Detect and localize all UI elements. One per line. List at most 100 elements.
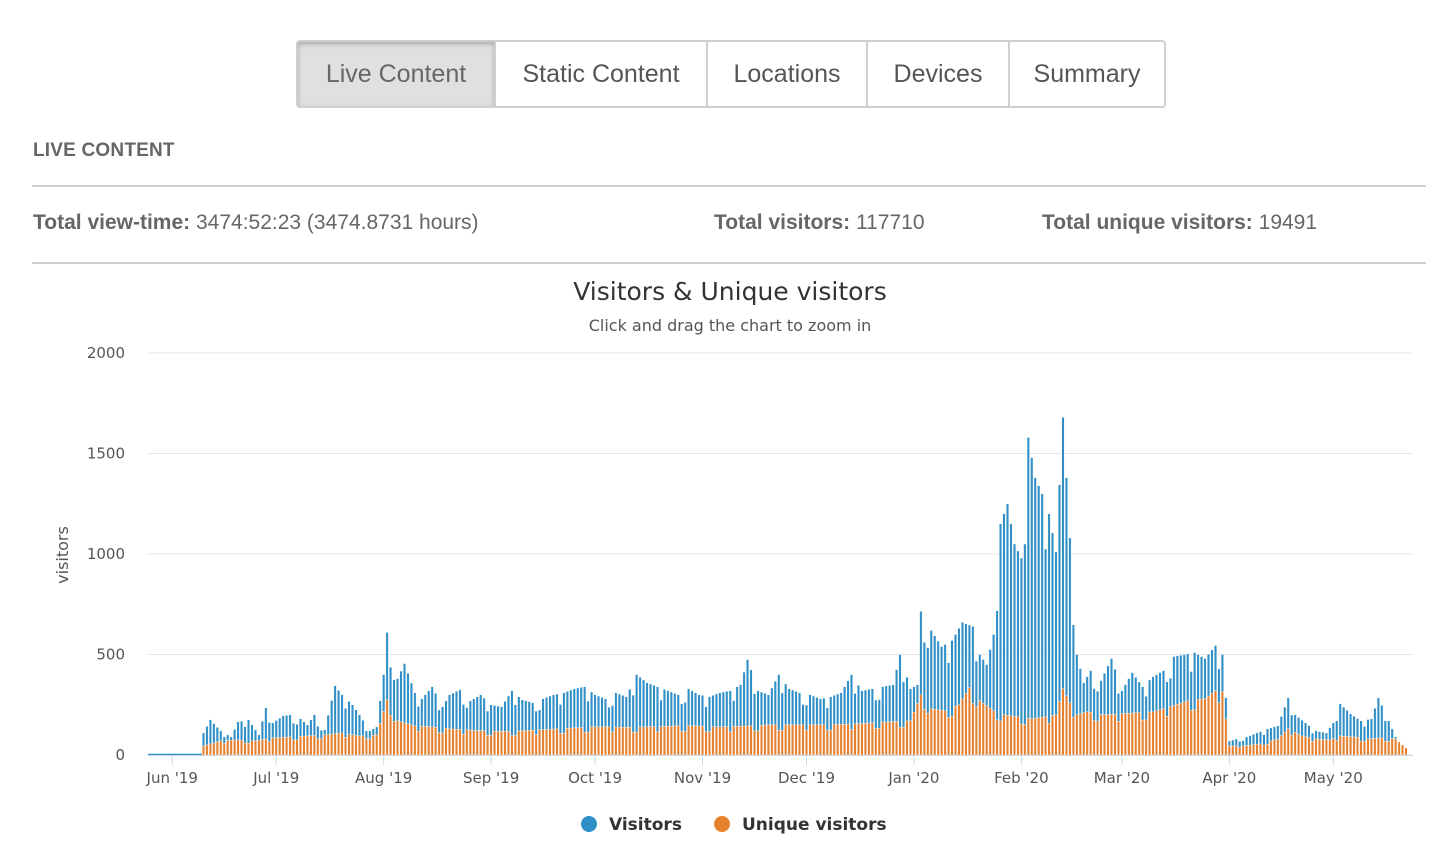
unique-visitors-bar bbox=[1033, 718, 1037, 756]
unique-visitors-bar bbox=[1207, 695, 1210, 756]
unique-visitors-bar bbox=[1193, 709, 1197, 756]
unique-visitors-bar bbox=[593, 726, 597, 756]
y-tick-label: 1000 bbox=[87, 545, 125, 563]
unique-visitors-bar bbox=[222, 743, 226, 756]
unique-visitors-bar bbox=[1331, 738, 1335, 756]
unique-visitors-bar bbox=[1064, 695, 1068, 756]
unique-visitors-bar bbox=[1030, 718, 1034, 756]
unique-visitors-bar bbox=[1227, 745, 1231, 756]
unique-visitors-bar bbox=[1061, 688, 1065, 756]
legend: Visitors Unique visitors bbox=[581, 815, 887, 835]
unique-visitors-bar bbox=[857, 723, 860, 756]
unique-visitors-bar bbox=[971, 703, 975, 756]
unique-visitors-bar bbox=[874, 728, 878, 756]
unique-visitors-bar bbox=[787, 724, 791, 756]
unique-visitors-bar bbox=[565, 728, 569, 756]
unique-visitors-bar bbox=[676, 725, 680, 756]
unique-visitors-bar bbox=[229, 740, 233, 756]
unique-visitors-bar bbox=[1369, 738, 1373, 756]
unique-visitors-bar bbox=[770, 724, 774, 756]
unique-visitors-bar bbox=[420, 726, 424, 756]
legend-item-visitors[interactable]: Visitors bbox=[581, 815, 682, 835]
unique-visitors-bar bbox=[253, 740, 257, 756]
unique-visitors-bar bbox=[1158, 709, 1162, 756]
unique-visitors-bar bbox=[912, 711, 916, 756]
visitors-bar bbox=[1030, 457, 1034, 756]
unique-visitors-bar bbox=[482, 730, 486, 756]
unique-visitors-bar bbox=[711, 726, 715, 756]
tab-devices[interactable]: Devices bbox=[866, 42, 1008, 106]
unique-visitors-bar bbox=[1134, 712, 1138, 756]
unique-visitors-bar bbox=[423, 726, 427, 756]
stat-view-time-label: Total view-time: bbox=[33, 211, 191, 234]
stat-view-time: Total view-time: 3474:52:23 (3474.8731 h… bbox=[33, 211, 479, 235]
unique-visitors-bar bbox=[1012, 716, 1016, 756]
unique-visitors-bar bbox=[652, 726, 656, 756]
unique-visitors-bar bbox=[1182, 701, 1186, 756]
tab-locations[interactable]: Locations bbox=[706, 42, 866, 106]
unique-visitors-bar bbox=[1324, 739, 1328, 756]
unique-visitors-bar bbox=[368, 738, 372, 756]
unique-visitors-bar bbox=[753, 730, 756, 756]
unique-visitors-bar bbox=[1404, 747, 1408, 756]
unique-visitors-bar bbox=[226, 740, 230, 756]
unique-visitors-bar bbox=[610, 731, 614, 756]
unique-visitors-bar bbox=[1262, 744, 1266, 756]
unique-visitors-bar bbox=[1078, 713, 1082, 756]
y-axis-ticks: 0 500 1000 1500 2000 bbox=[87, 344, 125, 764]
unique-visitors-bar bbox=[344, 737, 347, 756]
unique-visitors-bar bbox=[1162, 708, 1165, 756]
section-title: LIVE CONTENT bbox=[33, 140, 175, 161]
unique-visitors-bar bbox=[621, 726, 625, 756]
unique-visitors-bar bbox=[1373, 738, 1377, 756]
stat-visitors-label: Total visitors: bbox=[714, 211, 851, 234]
unique-visitors-bar bbox=[947, 717, 951, 756]
tab-static-content[interactable]: Static Content bbox=[494, 42, 706, 106]
visitors-chart[interactable]: Visitors & Unique visitors Click and dra… bbox=[0, 265, 1440, 844]
unique-visitors-bar bbox=[1137, 712, 1141, 756]
unique-visitors-bar bbox=[1023, 724, 1027, 756]
legend-item-unique-visitors[interactable]: Unique visitors bbox=[714, 815, 887, 835]
unique-visitors-bar bbox=[1009, 715, 1013, 756]
visitors-bar bbox=[1040, 493, 1044, 756]
unique-visitors-bar bbox=[683, 730, 687, 756]
stat-unique-value: 19491 bbox=[1258, 211, 1318, 234]
unique-visitors-bar bbox=[877, 728, 881, 756]
tab-summary[interactable]: Summary bbox=[1008, 42, 1164, 106]
unique-visitors-bar bbox=[1058, 701, 1061, 756]
unique-visitors-bar bbox=[250, 740, 254, 756]
unique-visitors-bar bbox=[735, 726, 739, 756]
unique-visitors-bar bbox=[961, 698, 964, 756]
x-tick-label: May '20 bbox=[1304, 769, 1363, 787]
unique-visitors-bar bbox=[1380, 737, 1384, 756]
unique-visitors-bar bbox=[247, 742, 250, 756]
tab-live-content[interactable]: Live Content bbox=[298, 42, 494, 106]
unique-visitors-bar bbox=[1314, 738, 1318, 756]
unique-visitors-bar bbox=[1279, 735, 1283, 756]
unique-visitors-bar bbox=[1006, 715, 1009, 756]
unique-visitors-bar bbox=[839, 724, 843, 756]
unique-visitors-bar bbox=[1082, 712, 1086, 756]
unique-visitors-bar bbox=[520, 730, 524, 756]
x-tick-label: Feb '20 bbox=[994, 769, 1049, 787]
unique-visitors-bar bbox=[1113, 713, 1117, 756]
unique-visitors-bar bbox=[815, 724, 819, 756]
unique-visitors-bar bbox=[475, 730, 479, 756]
visitors-bar bbox=[1026, 437, 1030, 756]
unique-visitors-bar bbox=[281, 737, 285, 756]
unique-visitors-bar bbox=[1224, 718, 1228, 756]
unique-visitors-bar bbox=[572, 727, 576, 756]
unique-visitors-bar bbox=[1401, 744, 1405, 756]
unique-visitors-bar bbox=[600, 726, 604, 756]
unique-visitors-bar bbox=[1231, 745, 1235, 756]
unique-visitors-bar bbox=[274, 737, 278, 756]
unique-visitors-bar bbox=[1200, 698, 1204, 756]
unique-visitors-bar bbox=[552, 728, 555, 756]
unique-visitors-bar bbox=[489, 735, 493, 756]
y-axis-label: visitors bbox=[53, 526, 72, 584]
stat-visitors-value: 117710 bbox=[855, 211, 925, 234]
unique-visitors-bar bbox=[690, 725, 694, 756]
unique-visitors-bar bbox=[964, 693, 968, 756]
legend-label: Unique visitors bbox=[742, 815, 887, 835]
unique-visitors-bar bbox=[1252, 744, 1256, 756]
